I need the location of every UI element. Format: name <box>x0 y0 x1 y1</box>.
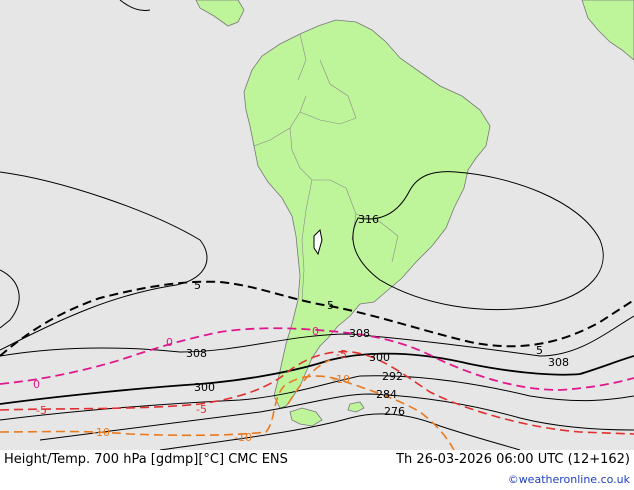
label-temp-minus5-mid: -5 <box>196 403 207 416</box>
land-falklands <box>347 401 365 413</box>
label-temp-zero-east: 0 <box>312 325 319 338</box>
label-height-300-west: 300 <box>194 381 215 394</box>
height-contour-sw <box>0 269 20 329</box>
label-temp-minus10-mid: -10 <box>332 373 350 386</box>
height-contours <box>0 0 634 450</box>
temp-contour-minus5 <box>0 350 634 435</box>
label-height-316: 316 <box>358 213 379 226</box>
label-temp-plus5-mid: 5 <box>327 299 334 312</box>
land-south-america <box>243 19 491 409</box>
weather-map: 316 308 308 308 300 300 292 284 276 5 5 … <box>0 0 634 450</box>
country-borders <box>253 33 399 301</box>
height-contour-308-west <box>0 171 208 351</box>
label-temp-minus10-south: -10 <box>234 431 252 444</box>
label-temp-zero-west: 0 <box>33 378 40 391</box>
label-temp-plus5-east: 5 <box>536 344 543 357</box>
temp-contour-minus10-west <box>287 359 331 405</box>
label-height-308-west: 308 <box>186 347 207 360</box>
credit-link[interactable]: ©weatheronline.co.uk <box>507 473 630 486</box>
label-height-276: 276 <box>384 405 405 418</box>
valid-time: Th 26-03-2026 06:00 UTC (12+162) <box>396 452 630 467</box>
temp-contour-minus10 <box>0 375 455 450</box>
temp-contour-plus5 <box>0 280 634 357</box>
height-contour-308-east <box>0 315 634 357</box>
height-contour-292 <box>0 375 634 421</box>
label-height-300-mid: 300 <box>369 351 390 364</box>
temp-contour-zero <box>0 327 634 391</box>
label-temp-minus5-west: -5 <box>36 404 47 417</box>
label-temp-minus10-west: -10 <box>92 426 110 439</box>
contour-labels: 316 308 308 308 300 300 292 284 276 5 5 … <box>33 213 569 444</box>
label-height-308-east: 308 <box>548 356 569 369</box>
label-height-284: 284 <box>376 388 397 401</box>
label-temp-minus5-east: -5 <box>336 348 347 361</box>
map-title: Height/Temp. 700 hPa [gdmp][°C] CMC ENS <box>4 452 288 467</box>
label-height-292: 292 <box>382 370 403 383</box>
land-tierra-del-fuego <box>289 407 323 427</box>
height-contour-284 <box>39 393 634 441</box>
height-contour-276 <box>159 413 521 450</box>
label-height-308-mid: 308 <box>349 327 370 340</box>
label-temp-plus5-west: 5 <box>194 279 201 292</box>
lake-titicaca <box>313 228 323 256</box>
land-africa <box>581 0 634 61</box>
height-contour-316 <box>352 171 604 311</box>
land-central-america <box>195 0 245 27</box>
label-temp-zero-mid: 0 <box>166 336 173 349</box>
height-contour-300 <box>0 352 634 405</box>
height-contour-nw <box>119 0 151 11</box>
